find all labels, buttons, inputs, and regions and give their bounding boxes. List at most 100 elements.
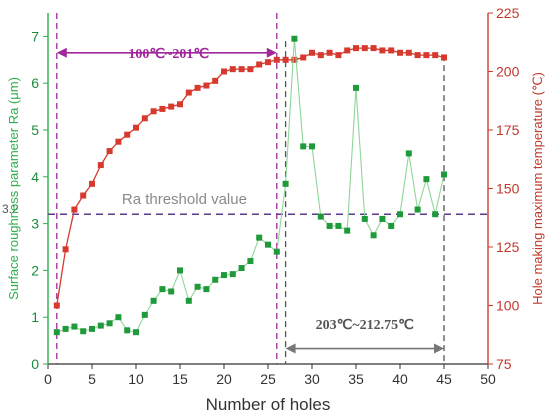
y-axis-left-label: Surface roughness parameter Ra (μm) (6, 77, 21, 300)
x-tick-label: 30 (304, 371, 320, 387)
temperature-point (53, 302, 60, 309)
roughness-point (397, 211, 403, 218)
temperature-point (353, 45, 359, 52)
region2-arrow-head-right (434, 343, 444, 354)
roughness-point (256, 234, 263, 241)
x-tick-label: 5 (88, 371, 96, 387)
roughness-point (150, 297, 157, 304)
region1-arrow-head-left (56, 47, 67, 58)
region1-label: 100℃~201℃ (128, 47, 209, 62)
roughness-point (133, 329, 139, 336)
temperature-point (379, 47, 386, 54)
roughness-point (370, 232, 377, 239)
roughness-point (353, 84, 359, 91)
temperature-point (317, 52, 324, 59)
roughness-point (168, 288, 175, 295)
temperature-point (370, 45, 377, 52)
roughness-point (53, 329, 60, 336)
temperature-point (212, 77, 219, 84)
x-tick-label: 50 (480, 371, 496, 387)
roughness-point (177, 267, 183, 274)
roughness-point (80, 328, 87, 335)
x-tick-label: 40 (392, 371, 408, 387)
y-left-tick-label: 7 (31, 28, 39, 44)
temperature-point (291, 56, 298, 63)
roughness-point (326, 222, 333, 229)
roughness-point (361, 215, 368, 222)
temperature-point (414, 52, 421, 59)
y-right-tick-label: 175 (496, 122, 520, 138)
temperature-point (335, 52, 342, 59)
roughness-point (282, 180, 289, 187)
temperature-point (247, 66, 254, 73)
temperature-point (361, 45, 368, 52)
temperature-point (177, 101, 183, 108)
roughness-point (106, 320, 113, 327)
region1-arrow-head-right (266, 47, 277, 58)
y-left-tick-label: 5 (31, 122, 39, 138)
y-right-tick-label: 200 (496, 64, 520, 80)
x-tick-label: 15 (172, 371, 188, 387)
roughness-point (300, 143, 307, 150)
roughness-point (335, 222, 342, 229)
temperature-series-line (56, 47, 445, 306)
region2-arrow-head-left (285, 343, 296, 354)
temperature-point (282, 56, 289, 63)
roughness-point (309, 143, 315, 150)
roughness-point (238, 265, 245, 272)
temperature-point (150, 108, 157, 115)
roughness-point (141, 311, 148, 318)
roughness-point (265, 241, 271, 248)
x-tick-label: 25 (260, 371, 276, 387)
temperature-point (71, 206, 78, 213)
roughness-point (124, 327, 131, 334)
temperature-point (124, 131, 131, 138)
y-right-tick-label: 75 (496, 356, 512, 372)
y-right-tick-label: 125 (496, 239, 520, 255)
temperature-point (203, 82, 210, 89)
x-tick-label: 35 (348, 371, 364, 387)
roughness-point (221, 272, 227, 279)
temperature-point (397, 49, 403, 56)
roughness-point (97, 322, 104, 329)
threshold-tick-label: 3.2 (2, 202, 19, 216)
y-axis-right-label: Hole making maximum temperature (℃) (530, 72, 545, 305)
y-left-tick-label: 2 (31, 262, 39, 278)
temperature-point (133, 124, 139, 131)
y-left-tick-label: 0 (31, 356, 39, 372)
temperature-point (221, 68, 227, 75)
roughness-point (344, 227, 351, 234)
roughness-point (203, 286, 210, 293)
temperature-point (80, 192, 87, 199)
roughness-point (71, 323, 78, 330)
x-axis-label: Number of holes (206, 395, 331, 414)
roughness-point (414, 206, 421, 213)
roughness-point (212, 276, 219, 283)
temperature-point (300, 54, 307, 61)
temperature-point (168, 103, 175, 110)
roughness-point (405, 150, 412, 157)
temperature-point (423, 52, 430, 59)
roughness-point (441, 171, 447, 178)
roughness-point (291, 35, 298, 42)
roughness-series-line (56, 38, 445, 333)
x-tick-label: 20 (216, 371, 232, 387)
temperature-point (106, 148, 113, 155)
temperature-point (62, 246, 69, 253)
temperature-point (97, 162, 104, 169)
temperature-point (405, 49, 412, 56)
temperature-point (115, 138, 122, 145)
roughness-point (115, 314, 122, 321)
temperature-point (388, 47, 395, 54)
temperature-point (326, 49, 333, 56)
y-left-tick-label: 6 (31, 75, 39, 91)
y-right-tick-label: 100 (496, 298, 520, 314)
roughness-point (379, 215, 386, 222)
y-right-tick-label: 150 (496, 181, 520, 197)
temperature-point (441, 54, 447, 61)
region2-label: 203℃~212.75℃ (316, 318, 415, 333)
roughness-point (247, 258, 254, 265)
roughness-point (62, 325, 69, 332)
roughness-point (432, 211, 439, 218)
